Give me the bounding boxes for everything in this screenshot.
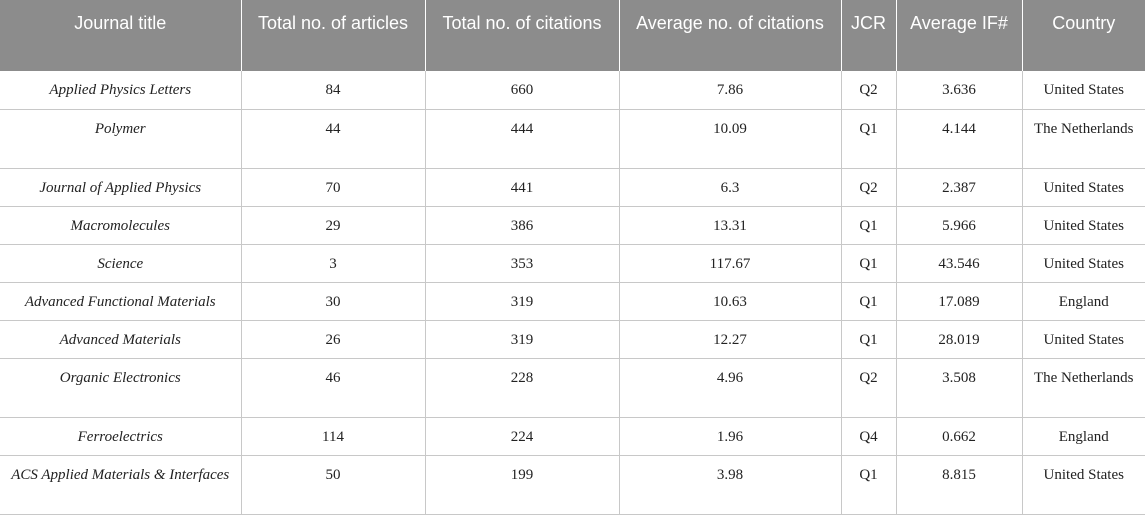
cell-journal-title: Ferroelectrics	[0, 417, 241, 456]
cell-jcr: Q2	[840, 168, 896, 207]
cell-average-if: 43.546	[895, 244, 1022, 283]
cell-country: United States	[1021, 206, 1145, 245]
cell-average-citations: 7.86	[618, 71, 841, 110]
cell-average-if: 0.662	[895, 417, 1022, 456]
cell-country: United States	[1021, 71, 1145, 110]
cell-average-if: 8.815	[895, 455, 1022, 515]
cell-average-citations: 10.63	[618, 282, 841, 321]
cell-total-articles: 70	[240, 168, 425, 207]
cell-journal-title: Advanced Functional Materials	[0, 282, 241, 321]
header-country: Country	[1021, 0, 1145, 71]
cell-average-if: 2.387	[895, 168, 1022, 207]
cell-journal-title: Journal of Applied Physics	[0, 168, 241, 207]
cell-jcr: Q4	[840, 417, 896, 456]
cell-total-citations: 444	[424, 109, 619, 169]
cell-average-citations: 1.96	[618, 417, 841, 456]
cell-total-articles: 30	[240, 282, 425, 321]
cell-jcr: Q2	[840, 71, 896, 110]
cell-average-citations: 117.67	[618, 244, 841, 283]
table-row: Polymer 44 444 10.09 Q1 4.144 The Nether…	[0, 109, 1145, 169]
table-row: Advanced Materials 26 319 12.27 Q1 28.01…	[0, 320, 1145, 359]
table-header: Journal title Total no. of articles Tota…	[0, 0, 1145, 71]
table-row: Organic Electronics 46 228 4.96 Q2 3.508…	[0, 358, 1145, 418]
cell-country: England	[1021, 417, 1145, 456]
cell-country: United States	[1021, 320, 1145, 359]
cell-country: United States	[1021, 455, 1145, 515]
cell-journal-title: Science	[0, 244, 241, 283]
cell-journal-title: Macromolecules	[0, 206, 241, 245]
cell-jcr: Q1	[840, 282, 896, 321]
table-row: ACS Applied Materials & Interfaces 50 19…	[0, 455, 1145, 515]
cell-average-citations: 6.3	[618, 168, 841, 207]
cell-total-articles: 3	[240, 244, 425, 283]
cell-country: The Netherlands	[1021, 109, 1145, 169]
cell-average-if: 5.966	[895, 206, 1022, 245]
cell-total-citations: 386	[424, 206, 619, 245]
cell-total-articles: 114	[240, 417, 425, 456]
cell-total-articles: 46	[240, 358, 425, 418]
cell-total-citations: 228	[424, 358, 619, 418]
cell-jcr: Q2	[840, 358, 896, 418]
cell-jcr: Q1	[840, 320, 896, 359]
cell-total-citations: 319	[424, 282, 619, 321]
cell-average-if: 28.019	[895, 320, 1022, 359]
cell-average-if: 3.636	[895, 71, 1022, 110]
cell-average-citations: 13.31	[618, 206, 841, 245]
cell-average-if: 4.144	[895, 109, 1022, 169]
cell-country: The Netherlands	[1021, 358, 1145, 418]
cell-country: United States	[1021, 168, 1145, 207]
cell-journal-title: ACS Applied Materials & Interfaces	[0, 455, 241, 515]
cell-average-if: 17.089	[895, 282, 1022, 321]
table-row: Macromolecules 29 386 13.31 Q1 5.966 Uni…	[0, 206, 1145, 245]
cell-jcr: Q1	[840, 206, 896, 245]
cell-total-citations: 199	[424, 455, 619, 515]
header-average-citations: Average no. of citations	[618, 0, 841, 71]
cell-jcr: Q1	[840, 244, 896, 283]
cell-total-citations: 224	[424, 417, 619, 456]
cell-total-articles: 50	[240, 455, 425, 515]
table-row: Applied Physics Letters 84 660 7.86 Q2 3…	[0, 71, 1145, 110]
cell-journal-title: Organic Electronics	[0, 358, 241, 418]
cell-jcr: Q1	[840, 455, 896, 515]
table-row: Ferroelectrics 114 224 1.96 Q4 0.662 Eng…	[0, 417, 1145, 456]
cell-total-citations: 353	[424, 244, 619, 283]
cell-journal-title: Applied Physics Letters	[0, 71, 241, 110]
header-jcr: JCR	[840, 0, 896, 71]
header-total-articles: Total no. of articles	[240, 0, 425, 71]
cell-total-articles: 44	[240, 109, 425, 169]
cell-total-articles: 26	[240, 320, 425, 359]
cell-average-citations: 10.09	[618, 109, 841, 169]
cell-country: United States	[1021, 244, 1145, 283]
table-body: Applied Physics Letters 84 660 7.86 Q2 3…	[0, 71, 1145, 515]
cell-average-citations: 4.96	[618, 358, 841, 418]
cell-total-citations: 660	[424, 71, 619, 110]
cell-jcr: Q1	[840, 109, 896, 169]
header-row: Journal title Total no. of articles Tota…	[0, 0, 1145, 71]
cell-total-citations: 441	[424, 168, 619, 207]
table-row: Advanced Functional Materials 30 319 10.…	[0, 282, 1145, 321]
cell-average-citations: 3.98	[618, 455, 841, 515]
cell-total-articles: 29	[240, 206, 425, 245]
table-row: Science 3 353 117.67 Q1 43.546 United St…	[0, 244, 1145, 283]
cell-country: England	[1021, 282, 1145, 321]
cell-journal-title: Advanced Materials	[0, 320, 241, 359]
table-row: Journal of Applied Physics 70 441 6.3 Q2…	[0, 168, 1145, 207]
header-average-if: Average IF#	[895, 0, 1022, 71]
cell-total-citations: 319	[424, 320, 619, 359]
header-total-citations: Total no. of citations	[424, 0, 619, 71]
cell-journal-title: Polymer	[0, 109, 241, 169]
header-journal-title: Journal title	[74, 13, 167, 33]
cell-average-if: 3.508	[895, 358, 1022, 418]
cell-total-articles: 84	[240, 71, 425, 110]
cell-average-citations: 12.27	[618, 320, 841, 359]
